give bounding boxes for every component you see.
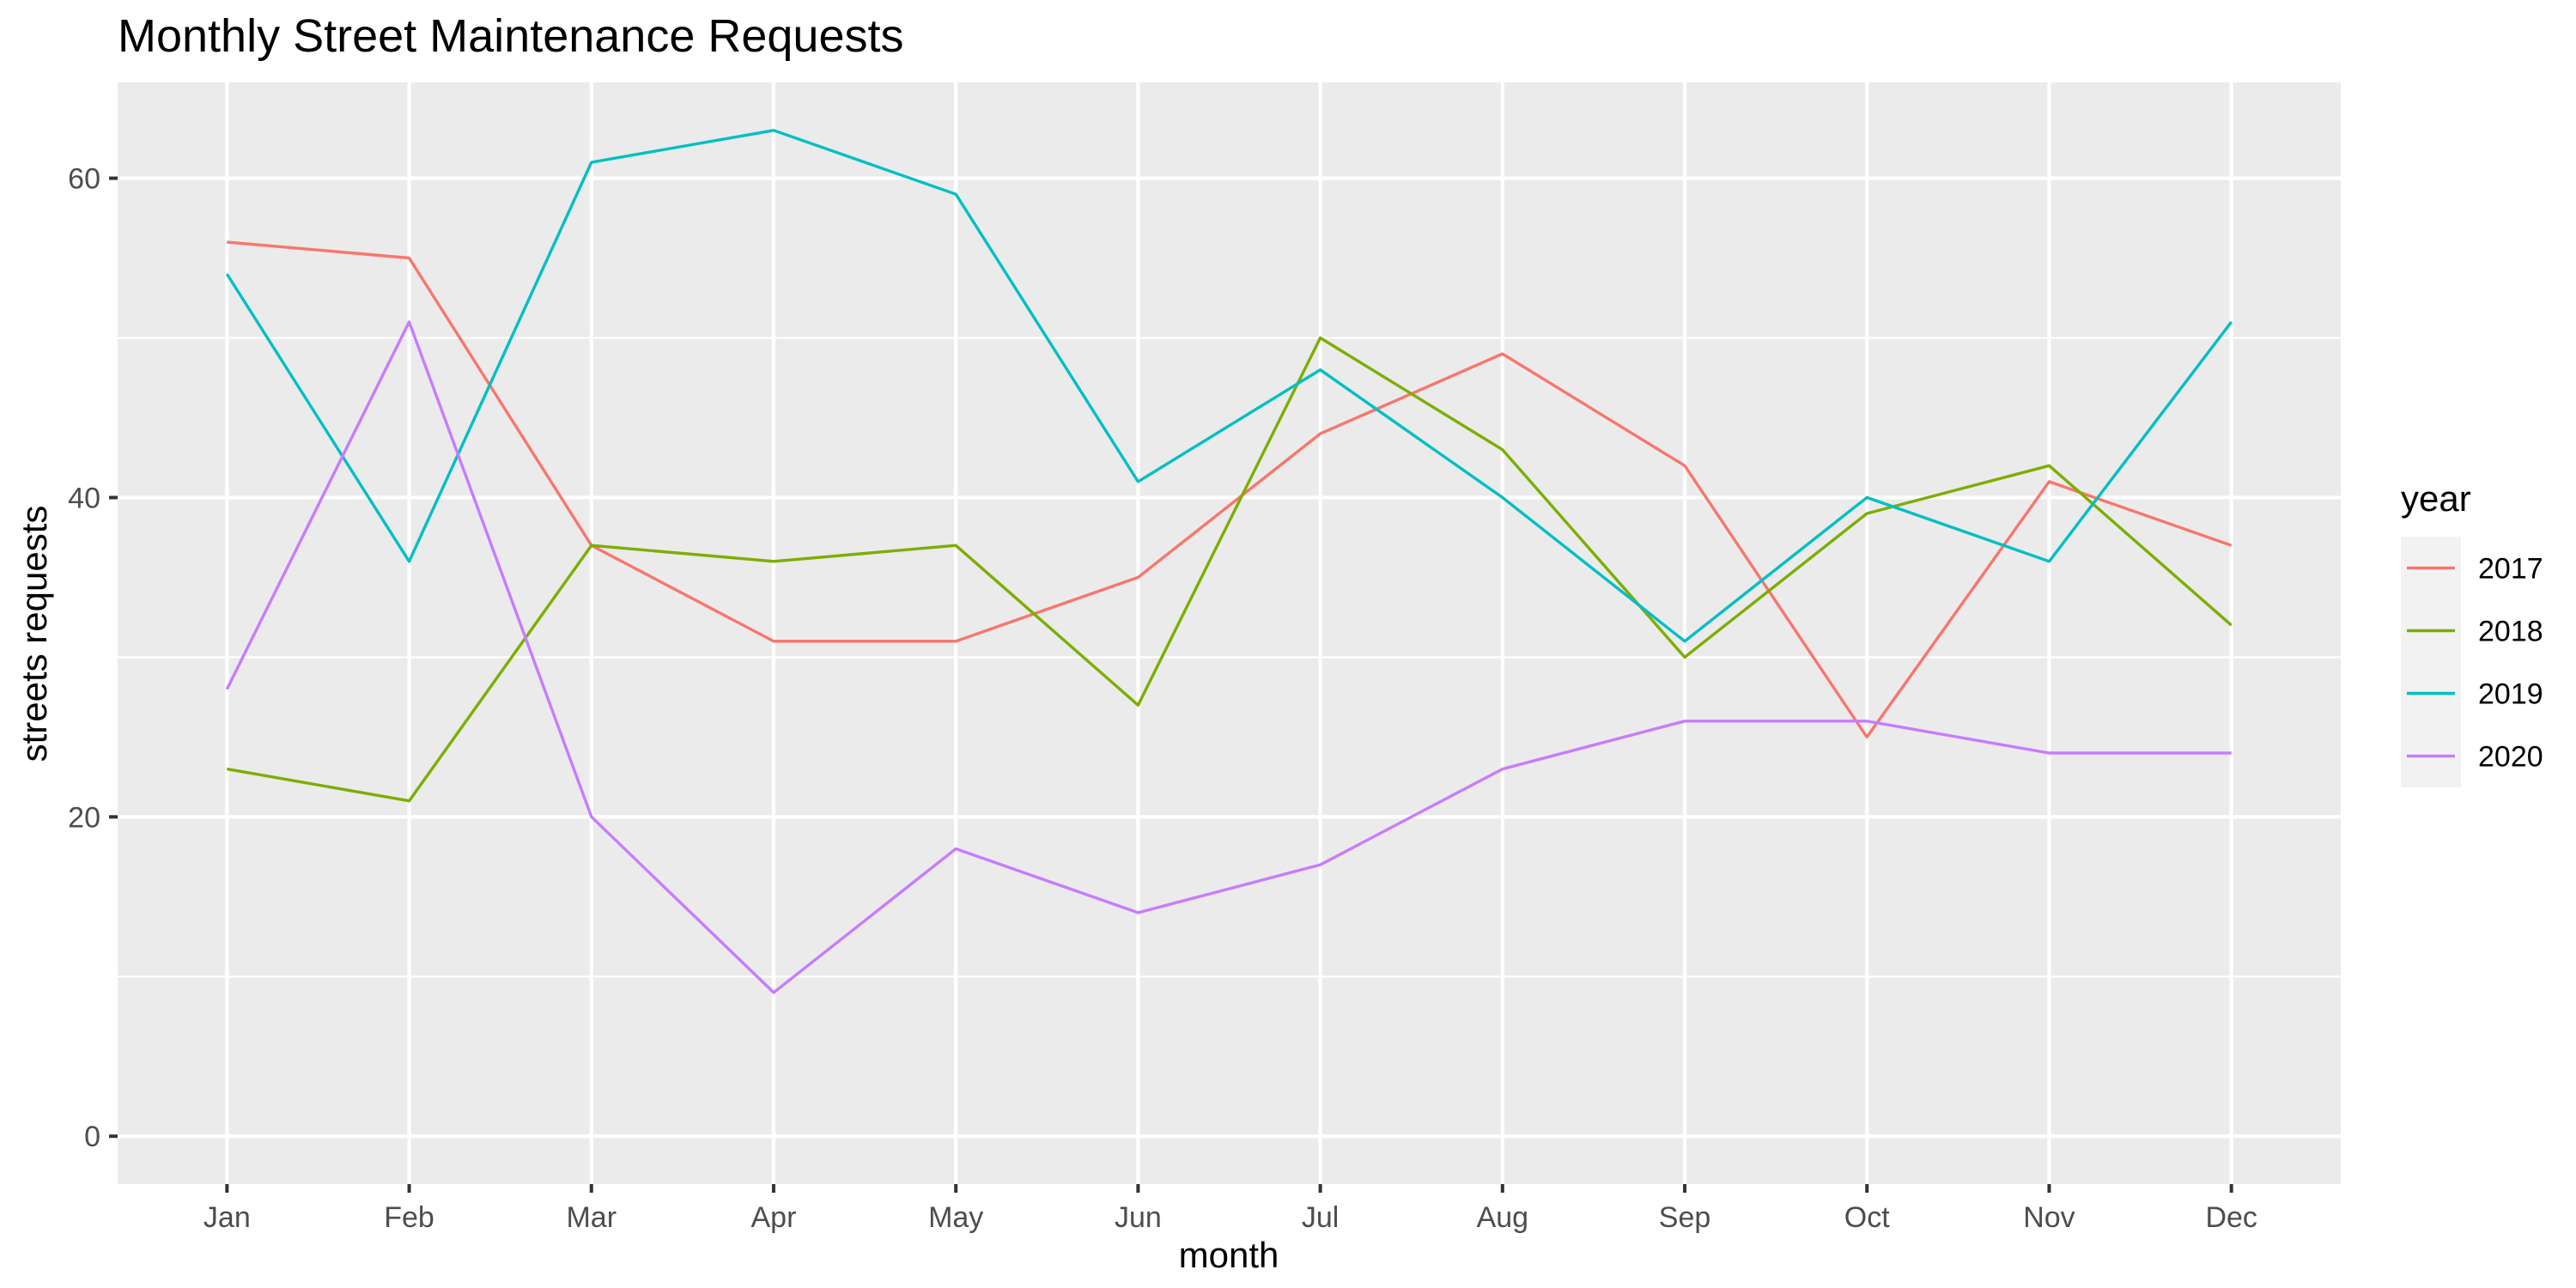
series-line-2018 (227, 336, 2233, 803)
legend-item-2018: 2018 (2401, 599, 2543, 662)
x-tick-label: Jan (204, 1201, 251, 1234)
legend-items: 2017 2018 2019 2020 (2401, 537, 2543, 787)
x-tick-label: May (928, 1201, 983, 1234)
x-tick-label: Jun (1115, 1201, 1162, 1234)
y-tick-label: 40 (68, 482, 100, 514)
y-tick-label: 60 (68, 163, 100, 196)
series-lines (225, 129, 2233, 994)
y-tick-label: 0 (84, 1121, 100, 1153)
legend-title: year (2401, 478, 2471, 519)
x-tick-label: Feb (384, 1201, 434, 1234)
legend-label: 2018 (2478, 616, 2543, 648)
chart-title: Monthly Street Maintenance Requests (118, 10, 904, 62)
legend-label: 2019 (2478, 678, 2543, 711)
x-tick-label: Mar (566, 1201, 617, 1234)
series-line-2019 (225, 129, 2233, 643)
x-tick-label: Oct (1844, 1201, 1890, 1234)
x-tick-label: Dec (2205, 1201, 2257, 1234)
x-tick-label: Nov (2023, 1201, 2075, 1234)
axes: 0 20 40 60 Jan Feb Mar Apr May Jun Jul Aug Sep Oct Nov… (68, 163, 2257, 1234)
legend: year 2017 2018 2019 2020 (2401, 478, 2543, 787)
x-tick-label: Aug (1477, 1201, 1529, 1234)
x-tick-label: Apr (751, 1201, 797, 1234)
legend-label: 2020 (2478, 741, 2543, 774)
legend-item-2019: 2019 (2401, 662, 2543, 725)
y-tick-label: 20 (68, 801, 100, 834)
gridlines (118, 82, 2341, 1184)
legend-item-2020: 2020 (2401, 725, 2543, 787)
x-tick-label: Jul (1302, 1201, 1339, 1234)
x-axis-title: month (1179, 1235, 1279, 1275)
series-line-2017 (227, 240, 2233, 739)
y-axis-title: streets requests (14, 506, 54, 762)
legend-item-2017: 2017 (2401, 537, 2543, 599)
series-line-2020 (225, 320, 2232, 994)
legend-label: 2017 (2478, 553, 2543, 586)
plot-panel (118, 82, 2341, 1184)
x-tick-label: Sep (1659, 1201, 1711, 1234)
